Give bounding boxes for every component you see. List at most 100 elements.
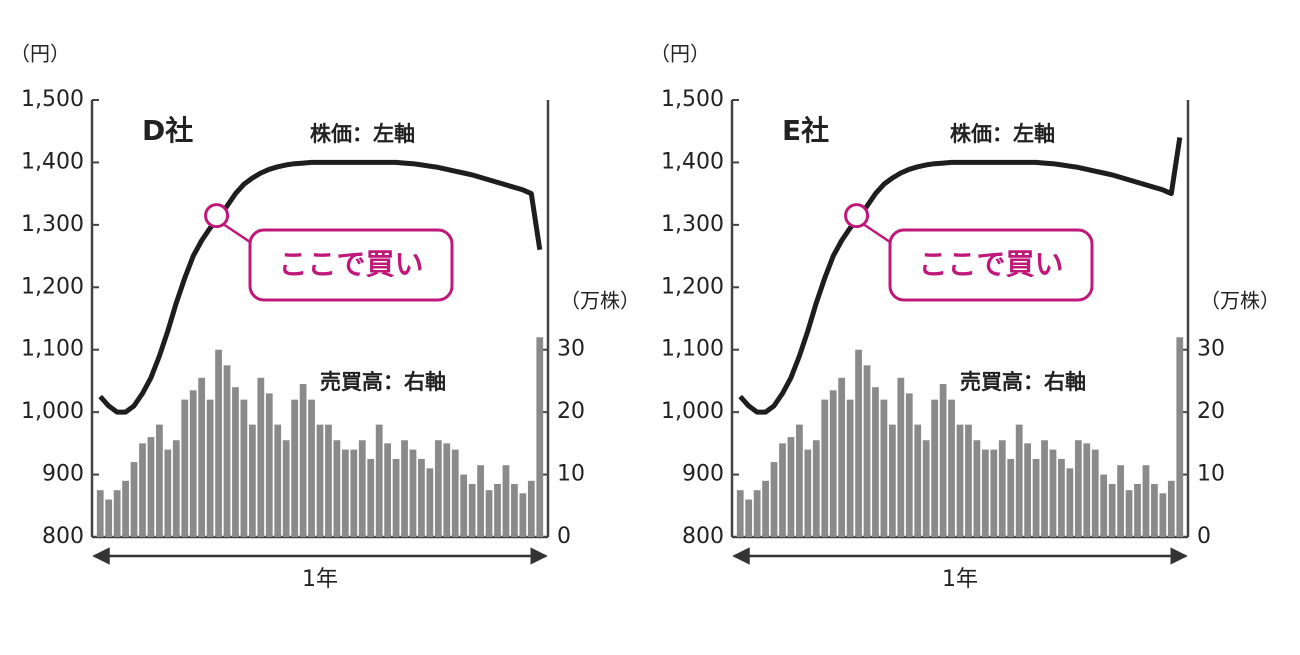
volume-bar bbox=[1041, 440, 1048, 537]
volume-bar bbox=[812, 440, 820, 537]
volume-bar bbox=[880, 399, 888, 537]
volume-bar bbox=[122, 480, 129, 537]
legend-price: 株価：左軸 bbox=[950, 122, 1055, 146]
volume-bar bbox=[316, 424, 324, 537]
volume-bar bbox=[291, 399, 299, 537]
y-tick-label: 1,500 bbox=[21, 87, 84, 112]
volume-bar bbox=[299, 384, 307, 537]
volume-bar bbox=[1049, 449, 1057, 537]
y2-tick-label: 20 bbox=[557, 399, 585, 424]
volume-bar bbox=[1176, 337, 1184, 537]
volume-bar bbox=[418, 458, 425, 537]
y2-tick-label: 0 bbox=[557, 524, 571, 549]
panel: 800 900 1,000 1,100 1,200 1,300 1,400 1,500 0 10 2… bbox=[650, 42, 1280, 593]
y-tick-label: 1,400 bbox=[21, 149, 84, 174]
volume-bar bbox=[384, 443, 392, 537]
y-tick-label: 900 bbox=[682, 462, 724, 487]
callout-box bbox=[248, 228, 454, 302]
y-tick-label: 800 bbox=[682, 524, 724, 549]
y-tick-label: 1,100 bbox=[661, 337, 724, 362]
chart-title: D社 bbox=[142, 114, 193, 147]
volume-bar bbox=[147, 437, 155, 537]
buy-point bbox=[844, 203, 870, 229]
volume-bar bbox=[762, 480, 769, 537]
y-tick-label: 1,400 bbox=[661, 149, 724, 174]
volume-bar bbox=[392, 458, 400, 537]
volume-bar bbox=[139, 443, 146, 537]
callout-box bbox=[888, 228, 1094, 302]
volume-bar bbox=[502, 465, 510, 537]
volume-bar bbox=[855, 349, 862, 537]
volume-bar bbox=[232, 387, 239, 537]
volume-bar bbox=[787, 437, 795, 537]
volume-bar bbox=[973, 440, 981, 537]
callout-text: ここで買い bbox=[918, 247, 1063, 281]
legend-price: 株価：左軸 bbox=[310, 122, 415, 146]
volume-bar bbox=[922, 440, 930, 537]
volume-bar bbox=[1108, 483, 1116, 537]
y2-tick-label: 30 bbox=[1197, 337, 1225, 362]
volume-bar bbox=[434, 440, 442, 537]
volume-bar bbox=[223, 365, 231, 537]
y-tick-label: 1,500 bbox=[661, 87, 724, 112]
volume-bar bbox=[527, 480, 535, 537]
volume-bar bbox=[821, 399, 829, 537]
volume-bar bbox=[888, 424, 896, 537]
volume-bar bbox=[401, 440, 408, 537]
volume-bar bbox=[956, 424, 964, 537]
volume-bar bbox=[1125, 490, 1133, 537]
volume-bar bbox=[846, 399, 854, 537]
y2-tick-label: 30 bbox=[557, 337, 585, 362]
volume-bar bbox=[981, 449, 989, 537]
volume-bar bbox=[96, 490, 104, 537]
y2-tick-label: 20 bbox=[1197, 399, 1225, 424]
volume-bar bbox=[1134, 483, 1141, 537]
volume-bar bbox=[914, 424, 922, 537]
y-tick-label: 800 bbox=[42, 524, 84, 549]
volume-bar bbox=[333, 440, 341, 537]
volume-bar bbox=[274, 424, 282, 537]
volume-bar bbox=[248, 424, 256, 537]
legend-volume: 売買高：右軸 bbox=[960, 370, 1086, 394]
volume-bar bbox=[1066, 468, 1074, 537]
volume-bar bbox=[1117, 465, 1124, 537]
volume-bar bbox=[905, 393, 913, 537]
volume-bar bbox=[443, 443, 451, 537]
volume-bar bbox=[536, 337, 544, 537]
volume-bar bbox=[1091, 449, 1099, 537]
volume-bar bbox=[426, 468, 434, 537]
volume-bar bbox=[265, 393, 273, 537]
volume-bar bbox=[736, 490, 744, 537]
y2-tick-label: 10 bbox=[1197, 462, 1225, 487]
volume-bar bbox=[745, 499, 753, 537]
volume-bar bbox=[215, 349, 222, 537]
volume-bar bbox=[358, 440, 366, 537]
volume-bar bbox=[519, 493, 527, 537]
y-tick-label: 1,300 bbox=[661, 212, 724, 237]
volume-bar bbox=[1032, 458, 1040, 537]
volume-bar bbox=[511, 483, 518, 537]
volume-bar bbox=[240, 399, 248, 537]
x-axis-label: 1年 bbox=[942, 567, 978, 592]
volume-bar bbox=[1058, 458, 1065, 537]
volume-bar bbox=[1159, 493, 1167, 537]
volume-bar bbox=[164, 449, 172, 537]
volume-bar bbox=[948, 399, 955, 537]
volume-bar bbox=[156, 424, 163, 537]
volume-bar bbox=[779, 443, 786, 537]
y-tick-label: 1,000 bbox=[661, 399, 724, 424]
x-axis-label: 1年 bbox=[302, 567, 338, 592]
volume-bar bbox=[257, 377, 265, 537]
volume-bar bbox=[1167, 480, 1175, 537]
volume-bar bbox=[409, 449, 417, 537]
volume-bar bbox=[1142, 465, 1150, 537]
y-tick-label: 1,000 bbox=[21, 399, 84, 424]
volume-bar bbox=[460, 474, 468, 537]
y2-axis-label: （万株） bbox=[560, 289, 640, 313]
volume-bar bbox=[172, 440, 180, 537]
volume-bar bbox=[485, 490, 493, 537]
volume-bar bbox=[1015, 424, 1023, 537]
volume-bar bbox=[350, 449, 358, 537]
buy-point bbox=[204, 203, 230, 229]
